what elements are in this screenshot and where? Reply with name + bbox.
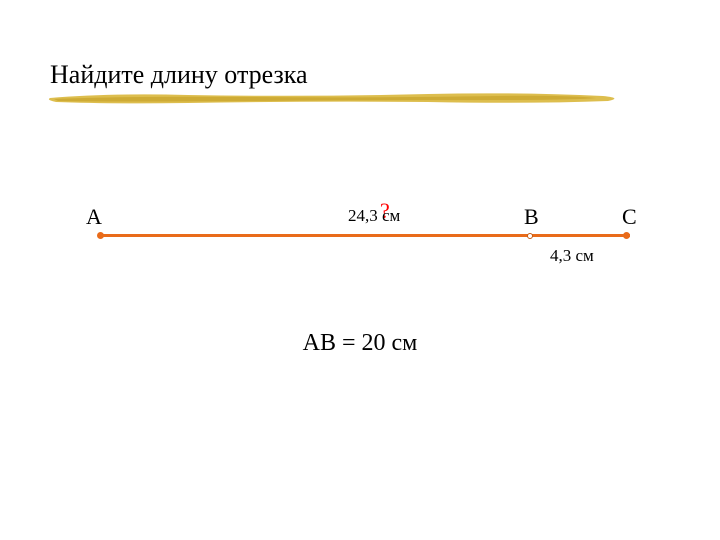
- label-a: A: [86, 204, 102, 230]
- answer-text: AB = 20 см: [0, 330, 720, 357]
- measure-bc: 4,3 см: [550, 246, 594, 266]
- measure-ac: 24,3 см: [348, 206, 400, 226]
- label-b: B: [524, 204, 539, 230]
- segment-line: [100, 234, 630, 237]
- label-c: C: [622, 204, 637, 230]
- point-a: [97, 232, 104, 239]
- point-b: [527, 233, 533, 239]
- segment-diagram: A B C ? 24,3 см 4,3 см: [100, 200, 650, 260]
- title-underline: [48, 90, 628, 110]
- point-c: [623, 232, 630, 239]
- problem-title: Найдите длину отрезка: [50, 60, 308, 90]
